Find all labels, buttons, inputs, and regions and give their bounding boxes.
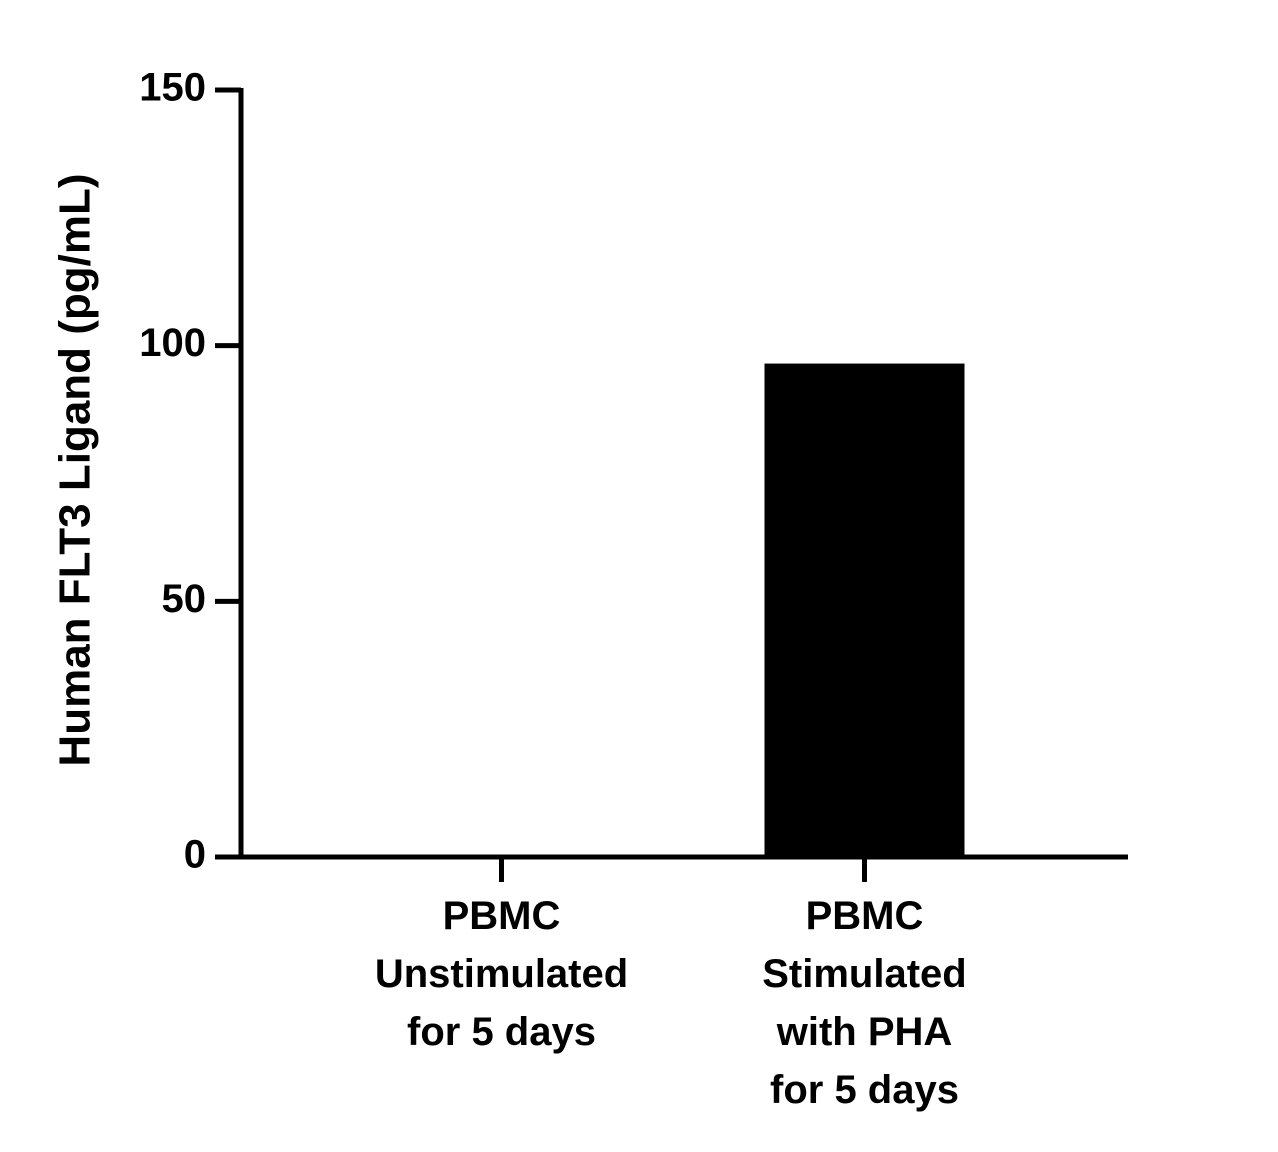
y-axis-label: Human FLT3 Ligand (pg/mL) — [51, 173, 100, 766]
bar — [764, 363, 965, 857]
x-tick-label: PBMC Stimulated with PHA for 5 days — [762, 894, 966, 1112]
y-tick-label: 0 — [184, 833, 206, 877]
y-tick-label: 100 — [139, 321, 206, 365]
x-tick-label: PBMC Unstimulated for 5 days — [375, 894, 628, 1054]
y-tick-label: 150 — [139, 66, 206, 110]
y-tick-label: 50 — [162, 577, 207, 621]
